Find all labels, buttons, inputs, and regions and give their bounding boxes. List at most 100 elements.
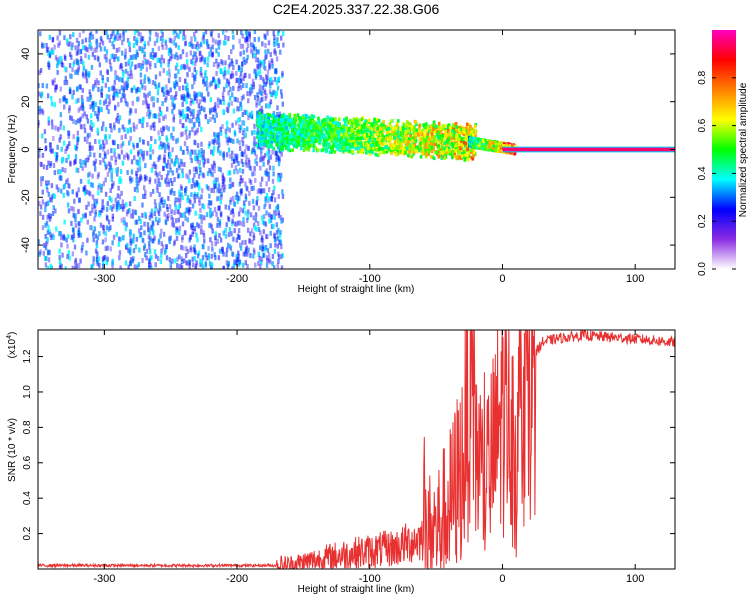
heatmap-cell	[139, 32, 142, 38]
heatmap-cell	[71, 265, 74, 269]
heatmap-cell	[226, 126, 229, 132]
heatmap-cell	[102, 205, 105, 211]
heatmap-cell	[375, 120, 379, 125]
heatmap-cell	[154, 262, 157, 268]
heatmap-cell	[157, 182, 160, 188]
heatmap-cell	[201, 157, 205, 163]
heatmap-cell	[251, 49, 254, 55]
heatmap-cell	[197, 149, 201, 155]
heatmap-cell	[253, 123, 256, 129]
heatmap-cell	[158, 206, 162, 212]
heatmap-cell	[391, 130, 394, 134]
heatmap-cell	[434, 151, 437, 155]
heatmap-cell	[424, 134, 427, 138]
heatmap-cell	[327, 145, 330, 150]
heatmap-cell	[45, 220, 49, 226]
heatmap-cell	[264, 140, 268, 145]
heatmap-cell	[140, 175, 143, 181]
heatmap-cell	[215, 48, 218, 54]
heatmap-cell	[158, 71, 162, 77]
heatmap-cell	[142, 156, 145, 162]
heatmap-cell	[326, 142, 330, 146]
heatmap-cell	[54, 84, 58, 90]
heatmap-cell	[199, 66, 203, 72]
heatmap-cell	[47, 224, 50, 230]
heatmap-cell	[140, 36, 143, 42]
heatmap-cell	[119, 265, 122, 269]
heatmap-cell	[155, 184, 159, 190]
heatmap-cell	[257, 226, 261, 232]
heatmap-cell	[136, 52, 139, 58]
heatmap-cell	[308, 124, 312, 129]
heatmap-cell	[68, 141, 71, 147]
heatmap-cell	[192, 114, 195, 120]
heatmap-cell	[164, 97, 167, 103]
heatmap-cell	[142, 150, 146, 156]
heatmap-cell	[77, 107, 80, 113]
heatmap-cell	[389, 135, 392, 140]
heatmap-cell	[44, 207, 47, 213]
heatmap-cell	[297, 116, 301, 120]
heatmap-cell	[349, 144, 353, 149]
heatmap-cell	[253, 52, 256, 58]
heatmap-cell	[132, 43, 136, 49]
heatmap-cell	[148, 114, 151, 120]
heatmap-cell	[396, 137, 400, 142]
heatmap-cell	[235, 237, 239, 243]
heatmap-cell	[224, 233, 228, 239]
heatmap-cell	[348, 149, 351, 153]
heatmap-cell	[281, 217, 284, 223]
heatmap-cell	[191, 203, 195, 209]
heatmap-cell	[218, 79, 221, 85]
heatmap-cell	[128, 47, 132, 53]
heatmap-cell	[165, 143, 168, 149]
heatmap-cell	[258, 69, 262, 75]
heatmap-cell	[222, 182, 225, 188]
heatmap-cell	[65, 79, 69, 85]
heatmap-cell	[249, 212, 253, 218]
heatmap-cell	[402, 148, 405, 153]
heatmap-cell	[68, 115, 72, 121]
heatmap-cell	[455, 156, 458, 160]
heatmap-cell	[251, 171, 254, 177]
heatmap-cell	[86, 96, 89, 102]
heatmap-cell	[191, 231, 194, 237]
heatmap-cell	[96, 251, 99, 257]
heatmap-cell	[425, 145, 429, 150]
heatmap-cell	[134, 209, 137, 215]
heatmap-cell	[56, 57, 59, 63]
heatmap-cell	[70, 73, 73, 79]
heatmap-cell	[94, 211, 97, 217]
heatmap-cell	[195, 129, 198, 135]
heatmap-cell	[86, 219, 89, 225]
heatmap-cell	[321, 132, 324, 136]
heatmap-cell	[88, 96, 91, 102]
heatmap-cell	[363, 134, 367, 139]
heatmap-cell	[455, 125, 458, 129]
heatmap-cell	[134, 54, 137, 60]
heatmap-cell	[216, 196, 219, 202]
heatmap-cell	[248, 33, 251, 39]
heatmap-cell	[95, 43, 99, 49]
heatmap-cell	[143, 44, 146, 50]
heatmap-cell	[424, 125, 427, 130]
heatmap-cell	[72, 89, 75, 95]
heatmap-cell	[222, 155, 226, 161]
heatmap-cell	[202, 173, 206, 179]
heatmap-cell	[265, 234, 268, 240]
heatmap-cell	[364, 128, 368, 132]
heatmap-cell	[41, 176, 44, 182]
heatmap-cell	[424, 139, 427, 144]
heatmap-cell	[281, 115, 285, 119]
heatmap-cell	[123, 82, 126, 88]
heatmap-cell	[249, 87, 252, 93]
heatmap-cell	[138, 247, 141, 253]
heatmap-cell	[260, 188, 263, 194]
heatmap-cell	[236, 233, 240, 239]
heatmap-cell	[342, 134, 346, 138]
heatmap-cell	[404, 130, 408, 135]
heatmap-cell	[104, 30, 107, 36]
heatmap-cell	[179, 132, 183, 138]
heatmap-cell	[81, 165, 84, 171]
heatmap-cell	[354, 146, 358, 151]
